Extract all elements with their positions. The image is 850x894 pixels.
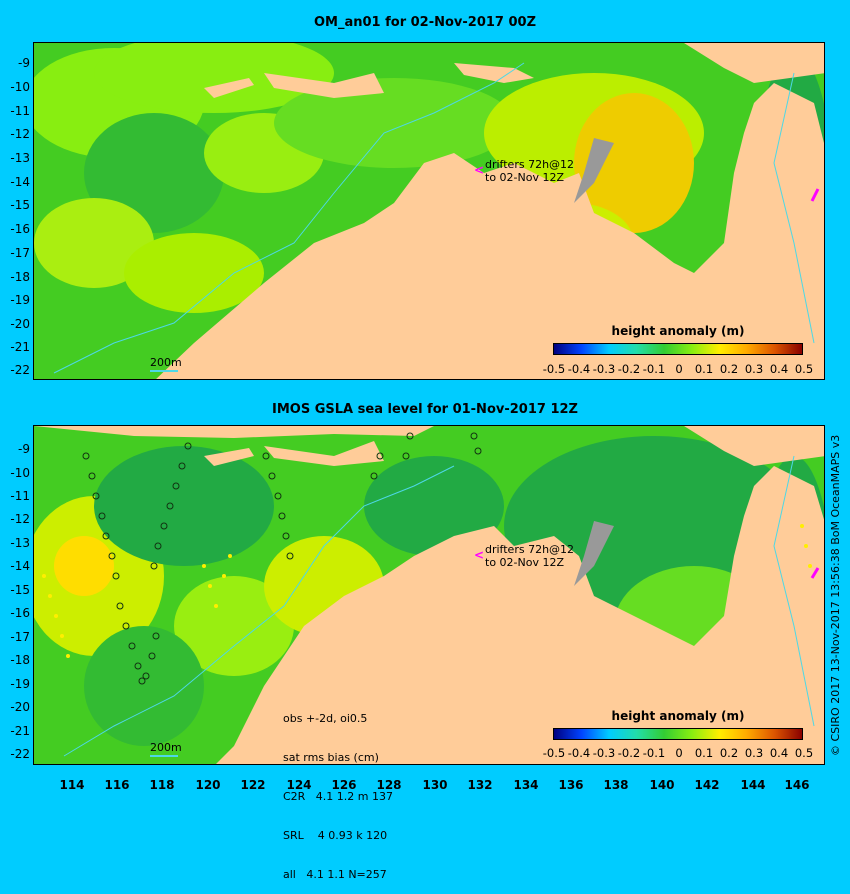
bottom-map	[33, 425, 825, 765]
credit-label: © CSIRO 2017 13-Nov-2017 13:56:38 BoM Oc…	[829, 435, 842, 756]
top-ytick: -9	[18, 56, 30, 70]
bottom-cb-tick: 0.2	[719, 746, 739, 760]
xtick: 122	[240, 778, 266, 792]
bottom-cb-tick: 0.1	[694, 746, 714, 760]
top-ytick: -16	[10, 222, 30, 236]
bottom-ytick: -13	[10, 536, 30, 550]
bottom-colorbar-title: height anomaly (m)	[611, 709, 745, 723]
top-colorbar	[553, 343, 803, 355]
xtick: 128	[376, 778, 402, 792]
bottom-cb-tick: 0.4	[769, 746, 789, 760]
bottom-ytick: -21	[10, 724, 30, 738]
stats-line: SRL 4 0.93 k 120	[283, 829, 388, 842]
bottom-drifter-line2: to 02-Nov 12Z	[485, 556, 565, 569]
top-isobath-sample	[150, 370, 178, 372]
xtick: 142	[694, 778, 720, 792]
xtick: 132	[467, 778, 493, 792]
top-cb-tick: -0.5	[542, 362, 566, 376]
bottom-cb-tick: -0.4	[567, 746, 591, 760]
stats-line: sat rms bias (cm)	[283, 751, 379, 764]
credit-text: © CSIRO 2017 13-Nov-2017 13:56:38 BoM Oc…	[829, 435, 842, 756]
bottom-cb-tick: 0.3	[744, 746, 764, 760]
top-panel-title: OM_an01 for 02-Nov-2017 00Z	[313, 15, 537, 30]
bottom-ytick: -17	[10, 630, 30, 644]
top-cb-tick: 0.5	[794, 362, 814, 376]
xtick: 116	[104, 778, 130, 792]
top-ytick: -15	[10, 198, 30, 212]
top-cb-tick: -0.3	[592, 362, 616, 376]
top-drifter-line2: to 02-Nov 12Z	[485, 171, 565, 184]
top-drifter-label: drifters 72h@12 to 02-Nov 12Z	[485, 158, 574, 184]
top-drifter-arrow-icon: <	[474, 163, 485, 177]
bottom-colorbar	[553, 728, 803, 740]
stats-line: C2R 4.1 1.2 m 137	[283, 790, 393, 803]
bottom-ytick: -19	[10, 677, 30, 691]
bottom-ytick: -12	[10, 512, 30, 526]
xtick: 144	[740, 778, 766, 792]
bottom-isobath-label: 200m	[150, 741, 182, 754]
bottom-ytick: -18	[10, 653, 30, 667]
top-cb-tick: -0.1	[642, 362, 666, 376]
bottom-ytick: -15	[10, 583, 30, 597]
top-cb-tick: 0.1	[694, 362, 714, 376]
bottom-ytick: -16	[10, 606, 30, 620]
bottom-cb-tick: -0.3	[592, 746, 616, 760]
bottom-ytick: -11	[10, 489, 30, 503]
bottom-drifter-label: drifters 72h@12 to 02-Nov 12Z	[485, 543, 574, 569]
satellite-stats: obs +-2d, oi0.5 sat rms bias (cm) C2R 4.…	[283, 686, 393, 894]
top-cb-tick: -0.4	[567, 362, 591, 376]
bottom-ytick: -14	[10, 559, 30, 573]
bottom-cb-tick: -0.5	[542, 746, 566, 760]
top-isobath-label: 200m	[150, 356, 182, 369]
bottom-map-canvas	[34, 426, 824, 764]
top-map	[33, 42, 825, 380]
bottom-ytick: -9	[18, 442, 30, 456]
top-cb-tick: 0.3	[744, 362, 764, 376]
bottom-ytick: -10	[10, 466, 30, 480]
bottom-isobath-sample	[150, 755, 178, 757]
xtick: 140	[649, 778, 675, 792]
bottom-cb-tick: 0	[675, 746, 683, 760]
xtick: 134	[513, 778, 539, 792]
top-cb-tick: 0.4	[769, 362, 789, 376]
top-ytick: -12	[10, 127, 30, 141]
top-map-canvas	[34, 43, 824, 379]
top-ytick: -21	[10, 340, 30, 354]
xtick: 130	[422, 778, 448, 792]
top-cb-tick: -0.2	[617, 362, 641, 376]
top-ytick: -10	[10, 80, 30, 94]
bottom-drifter-line1: drifters 72h@12	[485, 543, 575, 556]
top-cb-tick: 0.2	[719, 362, 739, 376]
top-ytick: -18	[10, 270, 30, 284]
bottom-cb-tick: -0.2	[617, 746, 641, 760]
xtick: 114	[59, 778, 85, 792]
stats-line: all 4.1 1.1 N=257	[283, 868, 387, 881]
top-ytick: -17	[10, 246, 30, 260]
xtick: 146	[784, 778, 810, 792]
top-ytick: -22	[10, 363, 30, 377]
xtick: 118	[149, 778, 175, 792]
bottom-ytick: -20	[10, 700, 30, 714]
stats-line: obs +-2d, oi0.5	[283, 712, 368, 725]
top-colorbar-title: height anomaly (m)	[611, 324, 745, 338]
bottom-ytick: -22	[10, 747, 30, 761]
top-ytick: -20	[10, 317, 30, 331]
top-ytick: -11	[10, 104, 30, 118]
bottom-cb-tick: 0.5	[794, 746, 814, 760]
xtick: 124	[286, 778, 312, 792]
xtick: 120	[195, 778, 221, 792]
top-ytick: -19	[10, 293, 30, 307]
top-cb-tick: 0	[675, 362, 683, 376]
xtick: 138	[603, 778, 629, 792]
xtick: 136	[558, 778, 584, 792]
top-ytick: -14	[10, 175, 30, 189]
xtick: 126	[331, 778, 357, 792]
top-ytick: -13	[10, 151, 30, 165]
bottom-cb-tick: -0.1	[642, 746, 666, 760]
bottom-drifter-arrow-icon: <	[474, 548, 485, 562]
bottom-panel-title: IMOS GSLA sea level for 01-Nov-2017 12Z	[272, 402, 578, 417]
top-drifter-line1: drifters 72h@12	[485, 158, 575, 171]
